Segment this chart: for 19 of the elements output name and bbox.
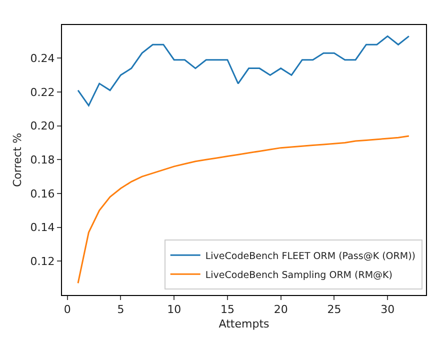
x-tick-label: 0 <box>64 303 71 316</box>
x-tick-label: 30 <box>380 303 395 316</box>
line-series <box>77 35 410 106</box>
y-tick-label: 0.22 <box>30 86 55 99</box>
x-tick-label: 15 <box>220 303 234 316</box>
legend-label: LiveCodeBench Sampling ORM (RM@K) <box>205 270 392 281</box>
y-tick-label: 0.18 <box>30 154 55 167</box>
x-tick-label: 10 <box>167 303 182 316</box>
x-tick-label: 20 <box>274 303 288 316</box>
y-axis-title: Correct % <box>10 132 24 188</box>
legend-label: LiveCodeBench FLEET ORM (Pass@K (ORM)) <box>205 250 416 262</box>
x-tick-label: 5 <box>117 303 124 316</box>
y-tick-label: 0.12 <box>30 255 55 268</box>
x-axis-title: Attempts <box>218 317 270 330</box>
y-tick-label: 0.16 <box>30 187 55 200</box>
y-tick-label: 0.20 <box>30 120 55 133</box>
x-tick-label: 25 <box>327 303 342 316</box>
y-tick-label: 0.24 <box>30 52 55 66</box>
y-tick-label: 0.14 <box>30 221 55 234</box>
